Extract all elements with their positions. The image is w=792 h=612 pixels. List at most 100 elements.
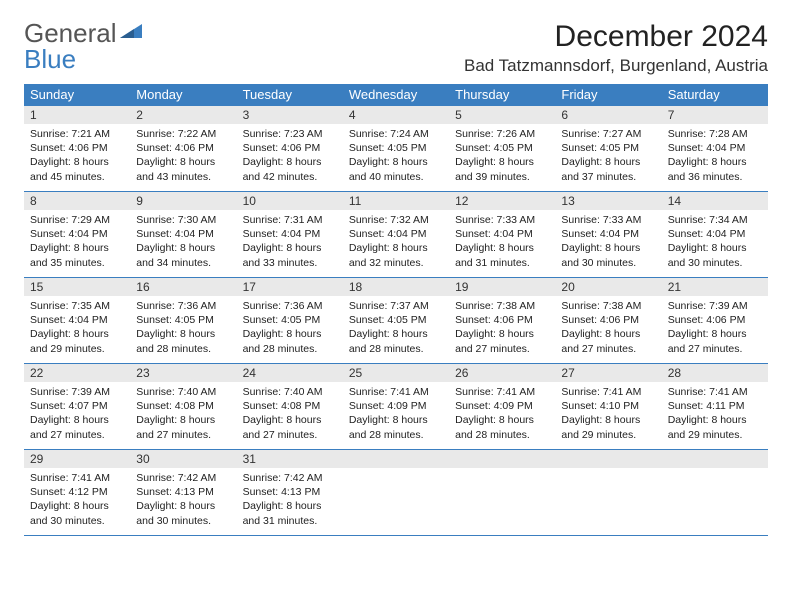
- day-details: Sunrise: 7:29 AMSunset: 4:04 PMDaylight:…: [24, 210, 130, 274]
- calendar-day-cell: 7Sunrise: 7:28 AMSunset: 4:04 PMDaylight…: [662, 106, 768, 192]
- brand-logo: General Blue: [24, 20, 142, 72]
- daylight-text: Daylight: 8 hours and 42 minutes.: [243, 155, 337, 183]
- calendar-day-cell: 6Sunrise: 7:27 AMSunset: 4:05 PMDaylight…: [555, 106, 661, 192]
- day-number: 31: [237, 450, 343, 468]
- sunrise-text: Sunrise: 7:35 AM: [30, 299, 124, 313]
- sunset-text: Sunset: 4:05 PM: [455, 141, 549, 155]
- weekday-header-row: Sunday Monday Tuesday Wednesday Thursday…: [24, 84, 768, 106]
- day-number: 8: [24, 192, 130, 210]
- day-details: Sunrise: 7:26 AMSunset: 4:05 PMDaylight:…: [449, 124, 555, 188]
- day-number: [343, 450, 449, 468]
- day-details: Sunrise: 7:41 AMSunset: 4:12 PMDaylight:…: [24, 468, 130, 532]
- sunset-text: Sunset: 4:11 PM: [668, 399, 762, 413]
- day-details: [662, 468, 768, 475]
- day-number: 27: [555, 364, 661, 382]
- sunset-text: Sunset: 4:06 PM: [668, 313, 762, 327]
- sunrise-text: Sunrise: 7:27 AM: [561, 127, 655, 141]
- sunrise-text: Sunrise: 7:41 AM: [30, 471, 124, 485]
- daylight-text: Daylight: 8 hours and 30 minutes.: [668, 241, 762, 269]
- header: General Blue December 2024 Bad Tatzmanns…: [24, 20, 768, 76]
- calendar-day-cell: 26Sunrise: 7:41 AMSunset: 4:09 PMDayligh…: [449, 364, 555, 450]
- day-details: Sunrise: 7:31 AMSunset: 4:04 PMDaylight:…: [237, 210, 343, 274]
- daylight-text: Daylight: 8 hours and 32 minutes.: [349, 241, 443, 269]
- calendar-day-cell: 23Sunrise: 7:40 AMSunset: 4:08 PMDayligh…: [130, 364, 236, 450]
- sunset-text: Sunset: 4:13 PM: [136, 485, 230, 499]
- day-number: 13: [555, 192, 661, 210]
- calendar-table: Sunday Monday Tuesday Wednesday Thursday…: [24, 84, 768, 536]
- sunrise-text: Sunrise: 7:40 AM: [243, 385, 337, 399]
- sunrise-text: Sunrise: 7:38 AM: [561, 299, 655, 313]
- day-details: Sunrise: 7:41 AMSunset: 4:10 PMDaylight:…: [555, 382, 661, 446]
- daylight-text: Daylight: 8 hours and 27 minutes.: [136, 413, 230, 441]
- sunset-text: Sunset: 4:08 PM: [243, 399, 337, 413]
- day-details: [555, 468, 661, 475]
- sunset-text: Sunset: 4:04 PM: [455, 227, 549, 241]
- sunrise-text: Sunrise: 7:37 AM: [349, 299, 443, 313]
- day-details: Sunrise: 7:41 AMSunset: 4:09 PMDaylight:…: [449, 382, 555, 446]
- calendar-day-cell: [449, 450, 555, 536]
- day-number: 3: [237, 106, 343, 124]
- calendar-day-cell: 12Sunrise: 7:33 AMSunset: 4:04 PMDayligh…: [449, 192, 555, 278]
- brand-part2: Blue: [24, 44, 76, 74]
- daylight-text: Daylight: 8 hours and 27 minutes.: [30, 413, 124, 441]
- sunrise-text: Sunrise: 7:29 AM: [30, 213, 124, 227]
- day-details: Sunrise: 7:39 AMSunset: 4:06 PMDaylight:…: [662, 296, 768, 360]
- sunrise-text: Sunrise: 7:42 AM: [136, 471, 230, 485]
- day-number: 25: [343, 364, 449, 382]
- weekday-header: Friday: [555, 84, 661, 106]
- calendar-day-cell: 18Sunrise: 7:37 AMSunset: 4:05 PMDayligh…: [343, 278, 449, 364]
- sunrise-text: Sunrise: 7:28 AM: [668, 127, 762, 141]
- calendar-week-row: 1Sunrise: 7:21 AMSunset: 4:06 PMDaylight…: [24, 106, 768, 192]
- sunset-text: Sunset: 4:04 PM: [30, 227, 124, 241]
- calendar-day-cell: 22Sunrise: 7:39 AMSunset: 4:07 PMDayligh…: [24, 364, 130, 450]
- day-details: Sunrise: 7:35 AMSunset: 4:04 PMDaylight:…: [24, 296, 130, 360]
- daylight-text: Daylight: 8 hours and 27 minutes.: [561, 327, 655, 355]
- sunrise-text: Sunrise: 7:36 AM: [136, 299, 230, 313]
- day-details: Sunrise: 7:36 AMSunset: 4:05 PMDaylight:…: [130, 296, 236, 360]
- day-number: 7: [662, 106, 768, 124]
- calendar-week-row: 15Sunrise: 7:35 AMSunset: 4:04 PMDayligh…: [24, 278, 768, 364]
- sunset-text: Sunset: 4:05 PM: [349, 141, 443, 155]
- daylight-text: Daylight: 8 hours and 29 minutes.: [30, 327, 124, 355]
- day-number: 12: [449, 192, 555, 210]
- daylight-text: Daylight: 8 hours and 28 minutes.: [243, 327, 337, 355]
- calendar-day-cell: 10Sunrise: 7:31 AMSunset: 4:04 PMDayligh…: [237, 192, 343, 278]
- sunset-text: Sunset: 4:08 PM: [136, 399, 230, 413]
- calendar-day-cell: 9Sunrise: 7:30 AMSunset: 4:04 PMDaylight…: [130, 192, 236, 278]
- day-details: Sunrise: 7:36 AMSunset: 4:05 PMDaylight:…: [237, 296, 343, 360]
- sunrise-text: Sunrise: 7:41 AM: [455, 385, 549, 399]
- sunrise-text: Sunrise: 7:24 AM: [349, 127, 443, 141]
- day-number: [449, 450, 555, 468]
- calendar-day-cell: [555, 450, 661, 536]
- sunrise-text: Sunrise: 7:38 AM: [455, 299, 549, 313]
- calendar-day-cell: 4Sunrise: 7:24 AMSunset: 4:05 PMDaylight…: [343, 106, 449, 192]
- day-details: Sunrise: 7:40 AMSunset: 4:08 PMDaylight:…: [237, 382, 343, 446]
- sunset-text: Sunset: 4:13 PM: [243, 485, 337, 499]
- day-details: Sunrise: 7:40 AMSunset: 4:08 PMDaylight:…: [130, 382, 236, 446]
- day-number: 20: [555, 278, 661, 296]
- daylight-text: Daylight: 8 hours and 27 minutes.: [668, 327, 762, 355]
- daylight-text: Daylight: 8 hours and 45 minutes.: [30, 155, 124, 183]
- sunrise-text: Sunrise: 7:39 AM: [30, 385, 124, 399]
- sunrise-text: Sunrise: 7:22 AM: [136, 127, 230, 141]
- daylight-text: Daylight: 8 hours and 36 minutes.: [668, 155, 762, 183]
- calendar-day-cell: 29Sunrise: 7:41 AMSunset: 4:12 PMDayligh…: [24, 450, 130, 536]
- sunset-text: Sunset: 4:07 PM: [30, 399, 124, 413]
- day-details: Sunrise: 7:38 AMSunset: 4:06 PMDaylight:…: [555, 296, 661, 360]
- day-number: 28: [662, 364, 768, 382]
- day-details: Sunrise: 7:21 AMSunset: 4:06 PMDaylight:…: [24, 124, 130, 188]
- sunset-text: Sunset: 4:05 PM: [561, 141, 655, 155]
- daylight-text: Daylight: 8 hours and 28 minutes.: [136, 327, 230, 355]
- sunset-text: Sunset: 4:05 PM: [243, 313, 337, 327]
- calendar-day-cell: 14Sunrise: 7:34 AMSunset: 4:04 PMDayligh…: [662, 192, 768, 278]
- day-details: [449, 468, 555, 475]
- calendar-day-cell: 30Sunrise: 7:42 AMSunset: 4:13 PMDayligh…: [130, 450, 236, 536]
- daylight-text: Daylight: 8 hours and 28 minutes.: [349, 327, 443, 355]
- sunset-text: Sunset: 4:06 PM: [136, 141, 230, 155]
- daylight-text: Daylight: 8 hours and 31 minutes.: [243, 499, 337, 527]
- sunrise-text: Sunrise: 7:26 AM: [455, 127, 549, 141]
- month-title: December 2024: [464, 20, 768, 54]
- day-details: Sunrise: 7:22 AMSunset: 4:06 PMDaylight:…: [130, 124, 236, 188]
- sunrise-text: Sunrise: 7:34 AM: [668, 213, 762, 227]
- calendar-day-cell: 25Sunrise: 7:41 AMSunset: 4:09 PMDayligh…: [343, 364, 449, 450]
